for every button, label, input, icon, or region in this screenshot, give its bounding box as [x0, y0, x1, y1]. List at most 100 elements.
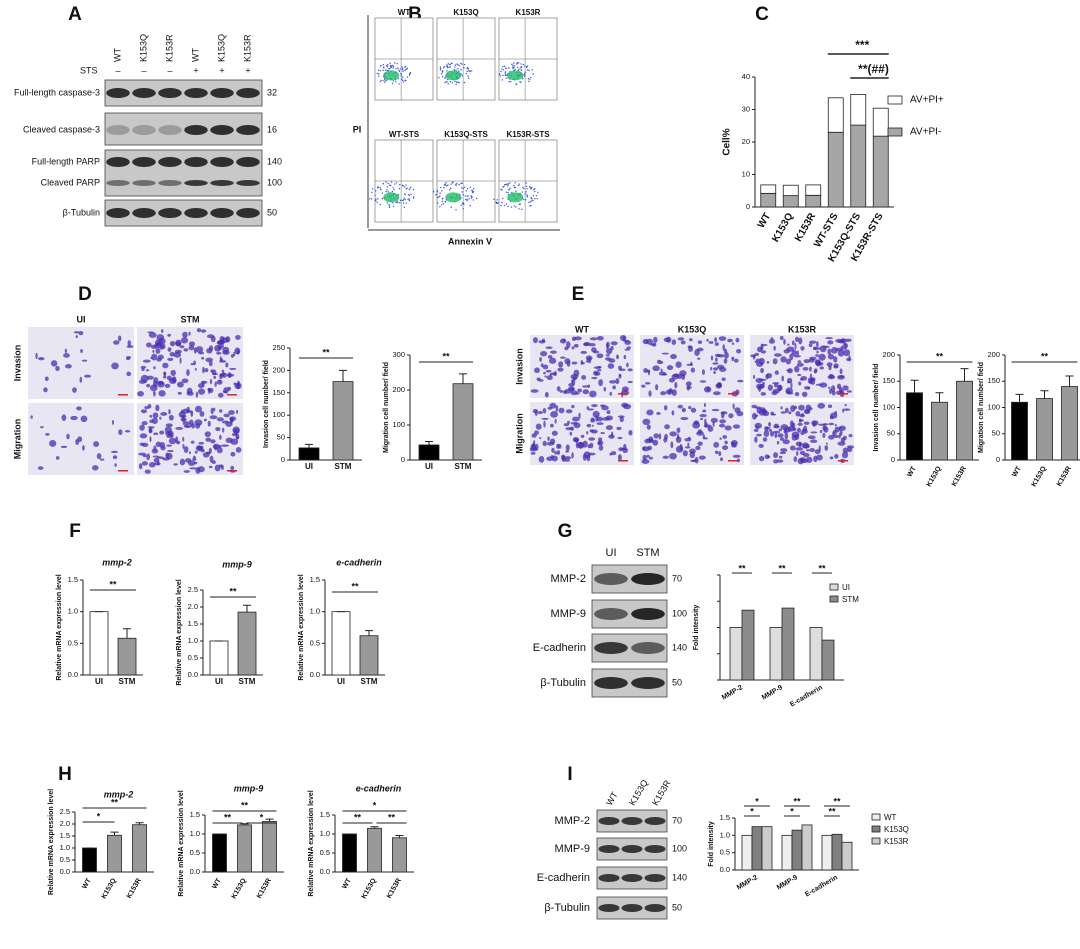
flow-dot	[457, 81, 459, 83]
stained-cell	[202, 366, 205, 374]
stained-cell	[167, 347, 172, 352]
flow-dot	[505, 183, 508, 186]
stained-cell	[160, 411, 168, 416]
flow-dot	[498, 73, 501, 75]
stained-cell	[697, 357, 701, 360]
flow-dot	[395, 68, 397, 70]
flow-dot	[389, 65, 392, 68]
flow-dot	[526, 194, 528, 196]
error-bar	[135, 822, 144, 825]
stained-cell	[790, 381, 793, 389]
stained-cell	[577, 388, 583, 393]
stained-cell	[798, 337, 803, 345]
stained-cell	[188, 331, 191, 336]
scale-bar	[728, 460, 738, 462]
flow-dot	[436, 196, 439, 199]
stained-cell	[148, 332, 157, 338]
flow-dot	[386, 64, 389, 66]
stained-cell	[663, 337, 670, 342]
stained-cell	[794, 392, 800, 397]
stained-cell	[808, 343, 813, 348]
stained-cell	[179, 345, 185, 349]
stained-cell	[151, 344, 157, 350]
stained-cell	[550, 372, 557, 376]
stained-cell	[619, 416, 624, 423]
stained-cell	[754, 422, 762, 429]
legend-label: K153R	[884, 837, 909, 846]
stained-cell	[787, 368, 793, 374]
flow-dot	[400, 73, 403, 75]
flow-dot	[412, 196, 415, 198]
flow-dot	[395, 201, 397, 204]
stained-cell	[181, 378, 189, 384]
significance-label: **	[229, 586, 237, 596]
flow-dot	[499, 75, 502, 77]
stained-cell	[181, 416, 186, 423]
stained-cell	[188, 345, 195, 351]
stained-cell	[833, 434, 840, 438]
stained-cell	[549, 438, 556, 444]
stained-cell	[779, 437, 785, 441]
flow-dot	[392, 80, 395, 82]
stained-cell	[183, 470, 191, 473]
flow-dot	[529, 186, 531, 188]
mw-label: 100	[672, 843, 687, 853]
stained-cell	[703, 403, 707, 407]
bar	[841, 841, 853, 871]
stained-cell	[187, 460, 196, 466]
stained-cell	[167, 449, 174, 453]
y-axis-label: Fold intensity	[693, 605, 700, 651]
flow-dot	[525, 185, 528, 187]
significance-label: **	[738, 563, 746, 573]
flow-dot	[469, 186, 472, 188]
flow-dot	[439, 66, 442, 68]
flow-dot	[515, 190, 517, 192]
stained-cell	[201, 356, 205, 360]
stained-cell	[791, 349, 798, 356]
flow-dot	[454, 184, 457, 186]
flow-dot	[441, 76, 444, 78]
stained-cell	[827, 404, 833, 408]
stained-cell	[582, 389, 590, 395]
blot-band	[210, 125, 234, 135]
stained-cell	[594, 371, 601, 376]
flow-dot	[451, 181, 454, 184]
stained-cell	[803, 408, 811, 415]
stained-cell	[670, 441, 674, 449]
stained-cell	[571, 346, 575, 350]
x-tick-label: MMP-2	[721, 684, 744, 701]
bar-segment	[872, 107, 889, 137]
band-label: β-Tubulin	[540, 677, 586, 689]
stained-cell	[111, 419, 114, 425]
stained-cell	[833, 356, 838, 363]
stained-cell	[724, 425, 732, 431]
stained-cell	[205, 357, 213, 363]
band-label: MMP-2	[551, 573, 586, 585]
stained-cell	[580, 434, 585, 438]
flow-dot	[522, 63, 525, 66]
stained-cell	[710, 366, 713, 371]
flow-dot	[449, 66, 451, 68]
flow-dot	[390, 181, 393, 183]
panel-letter: C	[755, 4, 769, 25]
blot-strip	[104, 199, 263, 227]
stained-cell	[188, 341, 196, 347]
stained-cell	[208, 387, 214, 394]
stained-cell	[717, 382, 721, 388]
blot-band	[210, 157, 234, 167]
bar	[117, 637, 137, 676]
stained-cell	[623, 339, 630, 343]
stained-cell	[79, 376, 83, 383]
stained-cell	[652, 439, 659, 446]
stained-cell	[160, 329, 164, 334]
error-bar	[935, 392, 944, 403]
stained-cell	[189, 467, 198, 470]
stained-cell	[199, 410, 205, 417]
flow-dot	[518, 203, 521, 205]
stained-cell	[773, 345, 776, 351]
significance-label: **	[354, 812, 362, 822]
stained-cell	[848, 434, 853, 438]
blot-band	[594, 573, 628, 585]
panel-letter: I	[567, 764, 572, 785]
stained-cell	[664, 424, 670, 430]
